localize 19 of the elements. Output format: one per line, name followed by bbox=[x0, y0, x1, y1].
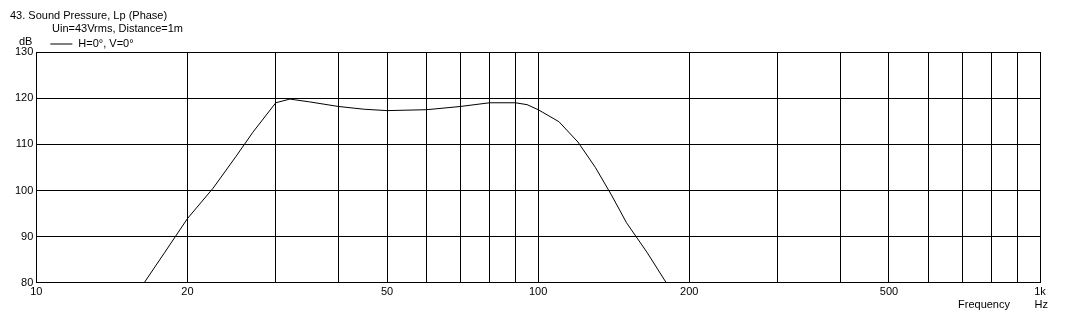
x-tick-label: 100 bbox=[529, 285, 548, 298]
x-tick-label: 10 bbox=[30, 285, 43, 298]
y-tick-label: 90 bbox=[21, 229, 34, 242]
x-tick-label: 1k bbox=[1034, 285, 1047, 298]
legend-label: H=0°, V=0° bbox=[78, 36, 134, 49]
chart-title: 43. Sound Pressure, Lp (Phase) bbox=[10, 8, 168, 21]
y-tick-label: 120 bbox=[14, 91, 34, 104]
x-tick-label: 200 bbox=[680, 285, 699, 298]
x-axis-title: Frequency bbox=[958, 298, 1011, 311]
x-tick-label: 50 bbox=[380, 285, 394, 298]
chart-subtitle: Uin=43Vrms, Distance=1m bbox=[52, 21, 184, 34]
text: Hz bbox=[1034, 298, 1048, 311]
x-tick-label: 500 bbox=[879, 285, 899, 298]
y-tick-label: 100 bbox=[14, 183, 34, 196]
y-tick-label: 80 bbox=[21, 275, 34, 288]
x-tick-label: 20 bbox=[181, 285, 194, 298]
y-tick-label: 110 bbox=[15, 137, 34, 150]
y-tick-label: 130 bbox=[14, 45, 34, 58]
y-axis-title: dB bbox=[18, 34, 33, 47]
